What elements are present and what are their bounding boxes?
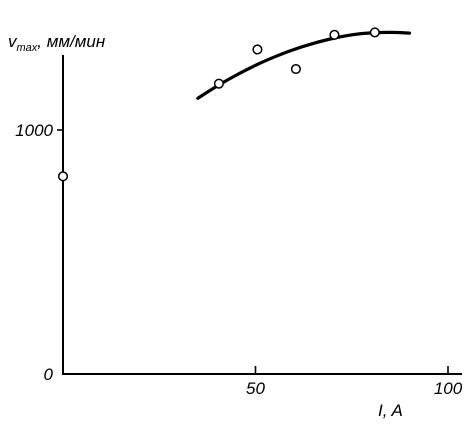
data-point [57,171,69,182]
trend-curve [196,30,412,100]
x-axis-title: I, A [378,401,403,420]
data-point [252,44,263,55]
data-point [213,78,224,89]
points-layer [57,27,380,182]
y-axis-title: vmax, мм/мин [8,32,106,54]
x-tick-label: 100 [434,379,463,398]
data-point [329,29,340,40]
x-tick-label: 50 [246,379,265,398]
y-tick-label: 0 [44,365,54,384]
y-tick-label: 1000 [15,121,53,140]
data-point [369,27,380,38]
data-point [290,63,301,75]
y-axis-subscript: max [17,42,38,54]
y-axis-symbol: v [8,32,18,51]
y-axis-unit: , мм/мин [37,32,106,51]
